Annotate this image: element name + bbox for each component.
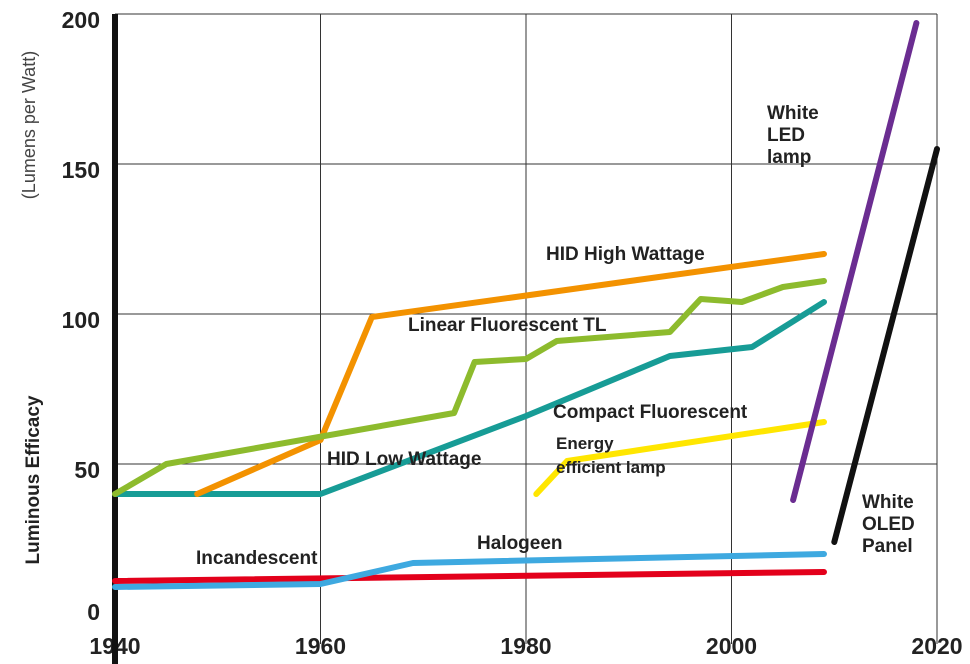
x-tick-label: 2000	[706, 633, 757, 659]
annotation: Energy efficient lamp	[556, 432, 676, 480]
series-line	[793, 23, 916, 500]
y-axis-subtitle: (Lumens per Watt)	[19, 51, 39, 199]
series-label: Halogeen	[477, 533, 563, 555]
series-line	[834, 149, 937, 542]
series-label: HID Low Wattage	[327, 449, 481, 471]
series-label: Linear Fluorescent TL	[408, 315, 606, 337]
y-tick-label: 200	[62, 7, 100, 33]
series-line	[197, 254, 824, 494]
series-label: White LED lamp	[767, 103, 853, 169]
x-tick-label: 1960	[295, 633, 346, 659]
series-label: Incandescent	[196, 548, 317, 570]
chart: Luminous Efficacy (Lumens per Watt) 0 50 1…	[0, 0, 970, 664]
y-tick-label: 50	[74, 457, 100, 483]
y-axis-title: Luminous Efficacy	[23, 395, 44, 564]
y-tick-label: 100	[62, 307, 100, 333]
y-tick-label: 0	[87, 599, 100, 625]
y-tick-label: 150	[62, 157, 100, 183]
series-line	[115, 572, 824, 581]
x-tick-label: 1980	[500, 633, 551, 659]
series-label: Compact Fluorescent	[553, 402, 747, 424]
x-tick-label: 2020	[911, 633, 962, 659]
series-label: White OLED Panel	[862, 492, 932, 558]
series-label: HID High Wattage	[546, 244, 705, 266]
